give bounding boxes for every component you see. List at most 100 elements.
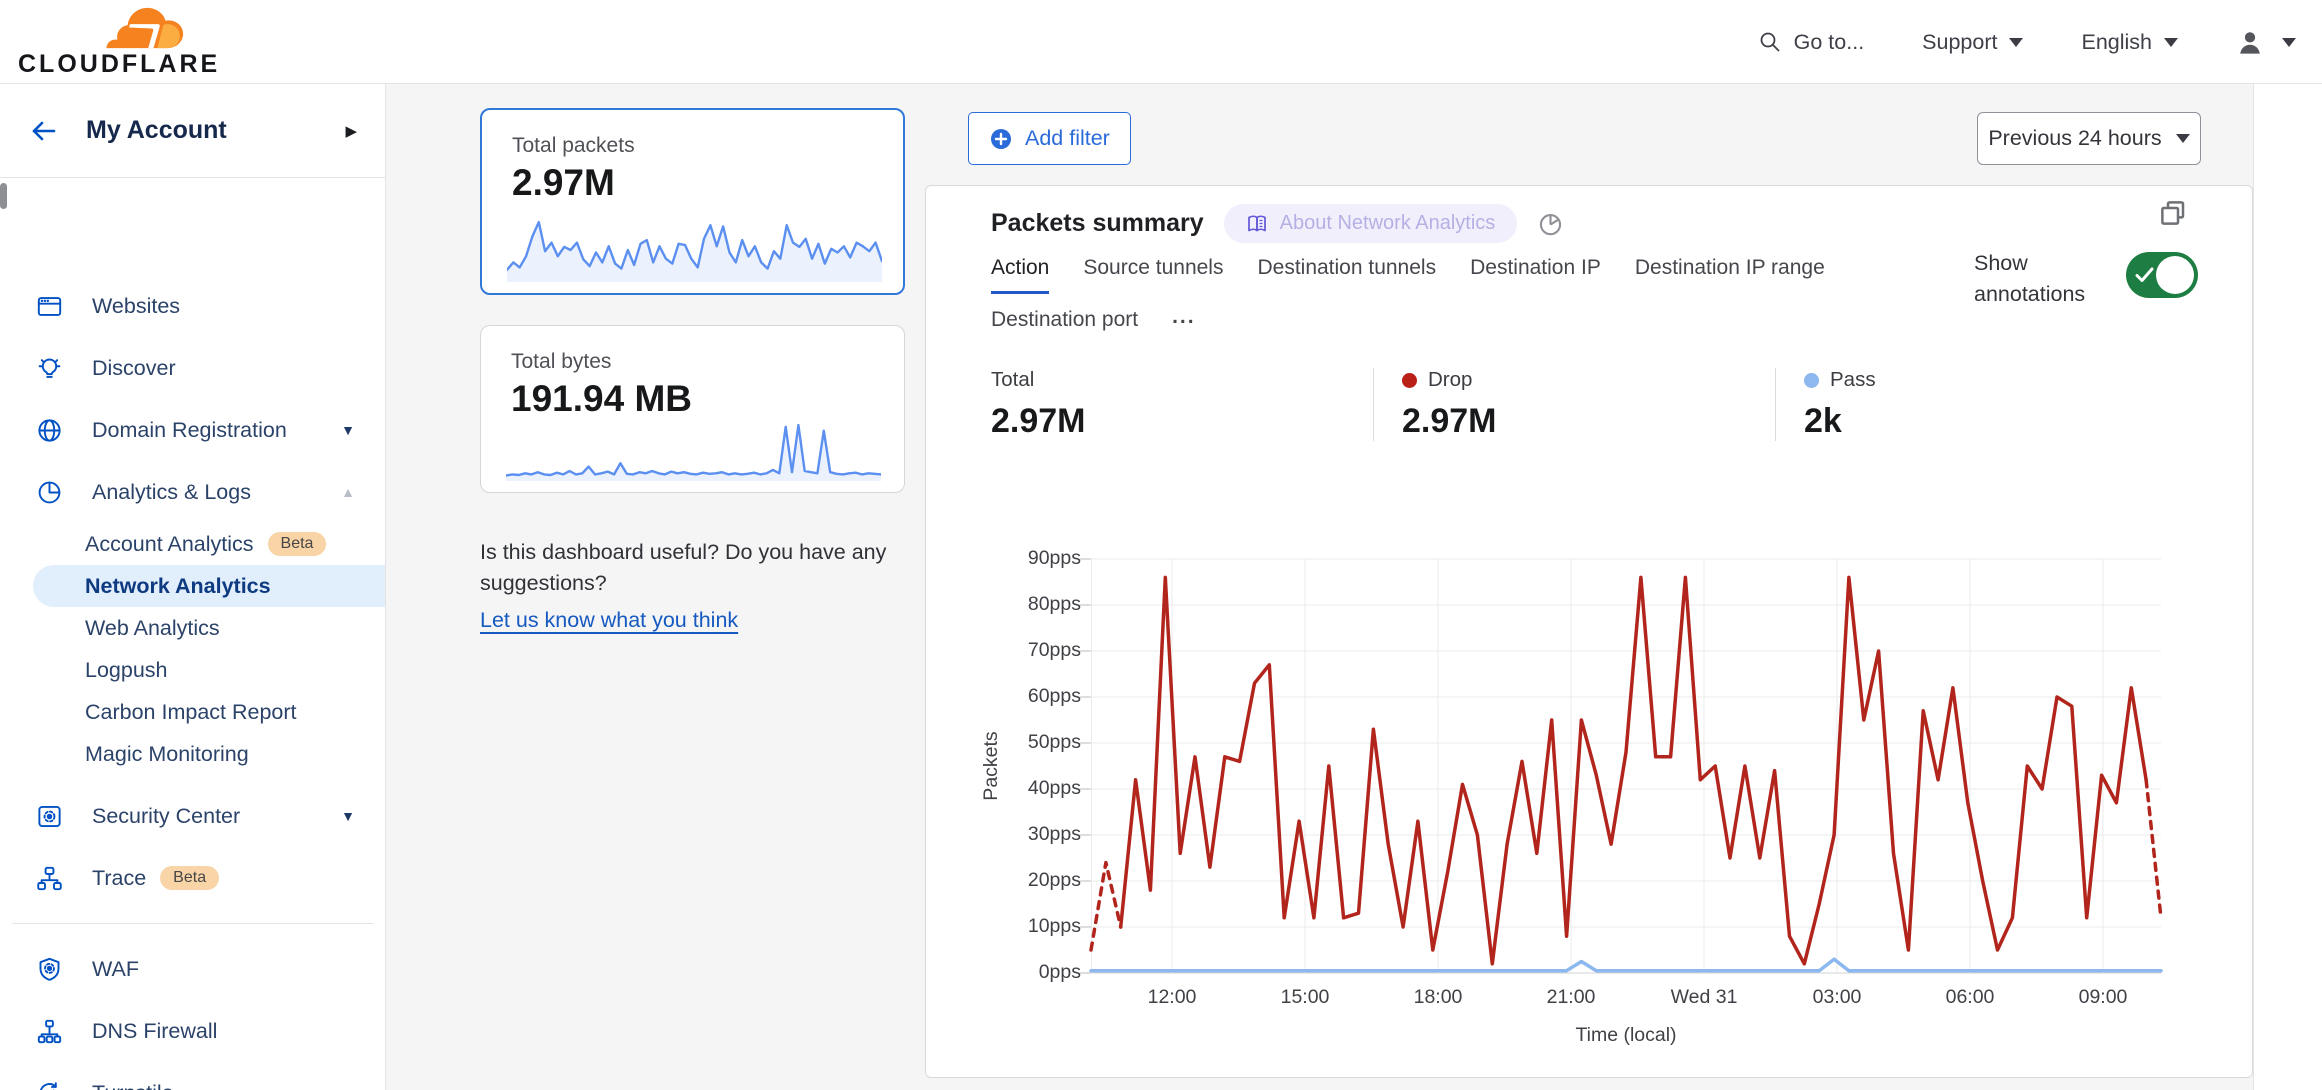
- legend-stats: Total 2.97M Drop 2.97M Pass 2k: [991, 368, 2075, 441]
- tab-destination-port[interactable]: Destination port: [991, 308, 1139, 331]
- time-range-dropdown[interactable]: Previous 24 hours: [1977, 112, 2201, 165]
- sidebar-subitem-network-analytics[interactable]: Network Analytics: [33, 565, 385, 607]
- pie-view-icon[interactable]: [1537, 210, 1564, 237]
- tab-destination-tunnels[interactable]: Destination tunnels: [1257, 256, 1437, 279]
- sidebar-item-domain-registration[interactable]: Domain Registration ▼: [0, 399, 385, 461]
- goto-search[interactable]: Go to...: [1758, 30, 1864, 55]
- sidebar-item-waf[interactable]: WAF: [0, 938, 385, 1000]
- x-tick-label: 21:00: [1546, 986, 1596, 1008]
- account-header[interactable]: My Account ▶: [0, 84, 385, 178]
- support-menu[interactable]: Support: [1922, 30, 2024, 55]
- y-tick-label: 80pps: [1027, 593, 1081, 615]
- sidebar-subitem-carbon-impact-report[interactable]: Carbon Impact Report: [33, 691, 385, 733]
- y-tick-label: 30pps: [1027, 823, 1081, 845]
- expand-panel-icon[interactable]: [2158, 198, 2188, 228]
- chevron-down-icon: ▼: [341, 808, 355, 824]
- sidebar-item-label: Trace: [92, 865, 147, 890]
- sidebar-item-label: DNS Firewall: [92, 1018, 218, 1043]
- lightbulb-icon: [36, 355, 72, 382]
- x-tick-label: 09:00: [2078, 986, 2128, 1008]
- chevron-down-icon: [2009, 37, 2024, 47]
- sidebar-subitem-logpush[interactable]: Logpush: [33, 649, 385, 691]
- stat-label: Pass: [1830, 368, 1876, 391]
- stat-drop: Drop 2.97M: [1373, 368, 1775, 441]
- rotate-check-icon: [36, 1080, 72, 1090]
- stat-label-row: Pass: [1804, 368, 2075, 392]
- x-tick-label: 18:00: [1413, 986, 1463, 1008]
- card-label: Total packets: [512, 134, 635, 157]
- total-packets-card[interactable]: Total packets 2.97M: [480, 108, 905, 295]
- stat-label-row: Drop: [1402, 368, 1775, 392]
- show-annotations-toggle[interactable]: [2126, 252, 2198, 298]
- stat-value: 2.97M: [1402, 402, 1497, 440]
- sidebar-subitem-magic-monitoring[interactable]: Magic Monitoring: [33, 733, 385, 775]
- total-bytes-card[interactable]: Total bytes 191.94 MB: [480, 325, 905, 493]
- y-tick-label: 70pps: [1027, 639, 1081, 661]
- y-tick-label: 60pps: [1027, 685, 1081, 707]
- globe-icon: [36, 417, 72, 444]
- user-icon: [2240, 32, 2260, 54]
- stat-pass: Pass 2k: [1775, 368, 2075, 441]
- sidebar-item-turnstile[interactable]: Turnstile: [0, 1062, 385, 1090]
- y-tick-label: 50pps: [1027, 731, 1081, 753]
- chevron-up-icon: ▲: [341, 484, 355, 500]
- sidebar-item-label: Turnstile: [92, 1081, 174, 1090]
- total-bytes-sparkline: [506, 423, 881, 481]
- shield-gear-icon: [36, 956, 72, 983]
- panel-header: Packets summary About Network Analytics: [991, 204, 1564, 243]
- more-tabs-button[interactable]: ...: [1172, 305, 1196, 328]
- tab-destination-ip[interactable]: Destination IP: [1470, 256, 1601, 279]
- chevron-right-icon[interactable]: ▶: [345, 122, 357, 140]
- x-tick-label: Wed 31: [1670, 986, 1738, 1008]
- about-network-analytics-badge[interactable]: About Network Analytics: [1223, 204, 1518, 243]
- sidebar-item-analytics-logs[interactable]: Analytics & Logs ▲: [0, 461, 385, 523]
- card-value: 191.94 MB: [511, 378, 692, 419]
- sidebar-subitem-web-analytics[interactable]: Web Analytics: [33, 607, 385, 649]
- tab-destination-ip-range[interactable]: Destination IP range: [1634, 256, 1825, 279]
- sidebar-item-dns-firewall[interactable]: DNS Firewall: [0, 1000, 385, 1062]
- add-filter-label: Add filter: [1025, 126, 1110, 150]
- plus-circle-icon: [991, 128, 1011, 149]
- stat-label-row: Total: [991, 368, 1373, 392]
- time-range-label: Previous 24 hours: [1988, 126, 2162, 150]
- feedback-link[interactable]: Let us know what you think: [480, 608, 739, 632]
- stat-label: Total: [991, 368, 1035, 391]
- beta-badge: Beta: [267, 532, 327, 556]
- sidebar-item-label: Security Center: [92, 803, 241, 828]
- sidebar-item-label: WAF: [92, 956, 139, 981]
- x-tick-label: 12:00: [1147, 986, 1197, 1008]
- card-value: 2.97M: [512, 162, 615, 203]
- y-tick-label: 20pps: [1027, 869, 1081, 891]
- tab-source-tunnels[interactable]: Source tunnels: [1083, 256, 1224, 279]
- feedback-block: Is this dashboard useful? Do you have an…: [480, 537, 938, 633]
- header-actions: Go to... Support English: [1758, 0, 2296, 84]
- sidebar-item-websites[interactable]: Websites: [0, 275, 385, 337]
- sidebar-subitem-label: Web Analytics: [85, 615, 220, 640]
- x-axis-title: Time (local): [1575, 1024, 1677, 1046]
- vault-icon: [36, 803, 72, 830]
- sidebar-subitem-account-analytics[interactable]: Account Analytics Beta: [33, 523, 385, 565]
- sidebar-scrollbar[interactable]: [0, 183, 7, 209]
- y-tick-label: 90pps: [1027, 547, 1081, 569]
- user-menu[interactable]: [2236, 28, 2296, 56]
- sidebar-item-discover[interactable]: Discover: [0, 337, 385, 399]
- sidebar-divider: [12, 923, 373, 924]
- chevron-down-icon: ▼: [341, 422, 355, 438]
- sidebar-subitem-label: Magic Monitoring: [85, 741, 249, 766]
- language-menu[interactable]: English: [2081, 30, 2178, 55]
- sidebar-item-trace[interactable]: Trace Beta: [0, 847, 385, 909]
- cloudflare-logo[interactable]: CLOUDFLARE: [18, 4, 217, 80]
- chevron-down-icon: [2282, 37, 2296, 47]
- sidebar-item-security-center[interactable]: Security Center ▼: [0, 785, 385, 847]
- add-filter-button[interactable]: Add filter: [968, 112, 1131, 165]
- chevron-down-icon: [2164, 37, 2178, 47]
- sidebar-subitem-label: Carbon Impact Report: [85, 699, 297, 724]
- stat-value: 2k: [1804, 402, 1842, 440]
- sidebar-subitem-label: Network Analytics: [85, 573, 271, 598]
- back-arrow-icon[interactable]: [28, 115, 60, 147]
- sidebar-subitem-label: Logpush: [85, 657, 168, 682]
- cloudflare-wordmark: CLOUDFLARE: [18, 50, 221, 78]
- dimension-tabs-row1: Action Source tunnels Destination tunnels D…: [991, 256, 1825, 294]
- tab-action[interactable]: Action: [991, 256, 1050, 294]
